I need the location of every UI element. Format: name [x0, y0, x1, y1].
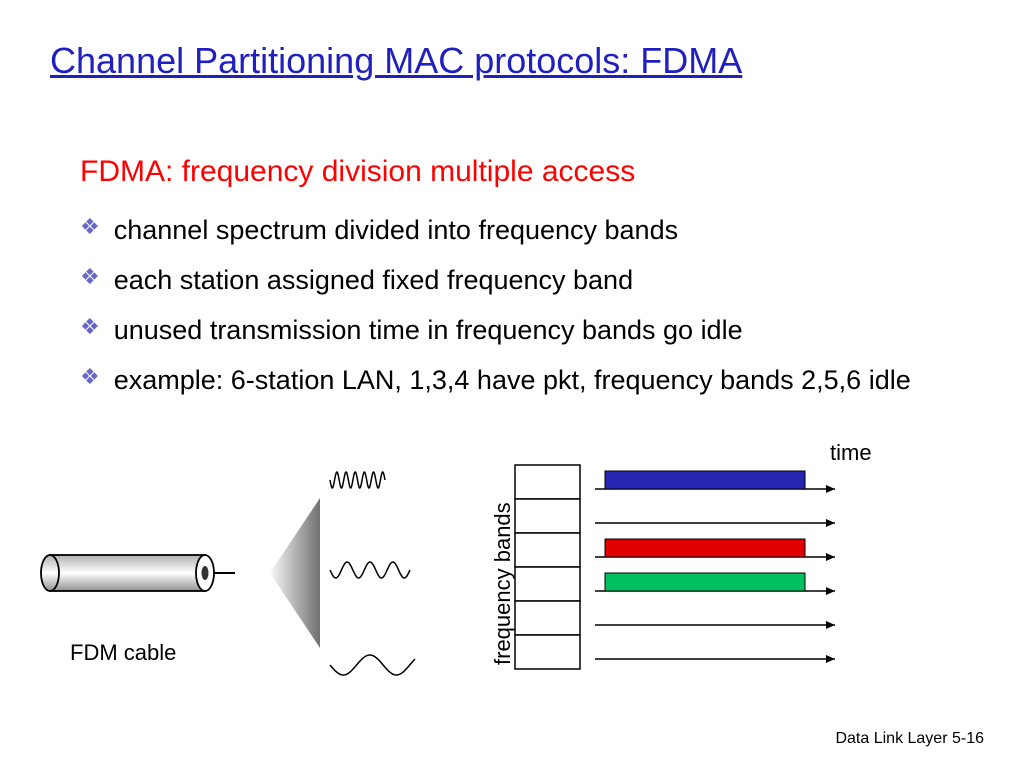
list-item: ❖ each station assigned fixed frequency … — [80, 260, 960, 300]
slide-footer: Data Link Layer 5-16 — [835, 730, 984, 748]
bullet-list: ❖ channel spectrum divided into frequenc… — [80, 210, 960, 410]
diamond-icon: ❖ — [80, 260, 100, 294]
bullet-text: example: 6-station LAN, 1,3,4 have pkt, … — [114, 360, 911, 400]
cable-label: FDM cable — [70, 640, 176, 666]
bullet-text: unused transmission time in frequency ba… — [114, 310, 743, 350]
slide-title: Channel Partitioning MAC protocols: FDMA — [50, 40, 742, 82]
list-item: ❖ unused transmission time in frequency … — [80, 310, 960, 350]
diamond-icon: ❖ — [80, 310, 100, 344]
diamond-icon: ❖ — [80, 210, 100, 244]
list-item: ❖ example: 6-station LAN, 1,3,4 have pkt… — [80, 360, 960, 400]
diamond-icon: ❖ — [80, 360, 100, 394]
y-axis-label: frequency bands — [490, 502, 516, 665]
time-label: time — [830, 440, 872, 466]
list-item: ❖ channel spectrum divided into frequenc… — [80, 210, 960, 250]
slide-subtitle: FDMA: frequency division multiple access — [80, 155, 635, 189]
bullet-text: each station assigned fixed frequency ba… — [114, 260, 633, 300]
fdma-diagram: FDM cable frequency bands time — [40, 430, 980, 730]
bullet-text: channel spectrum divided into frequency … — [114, 210, 678, 250]
